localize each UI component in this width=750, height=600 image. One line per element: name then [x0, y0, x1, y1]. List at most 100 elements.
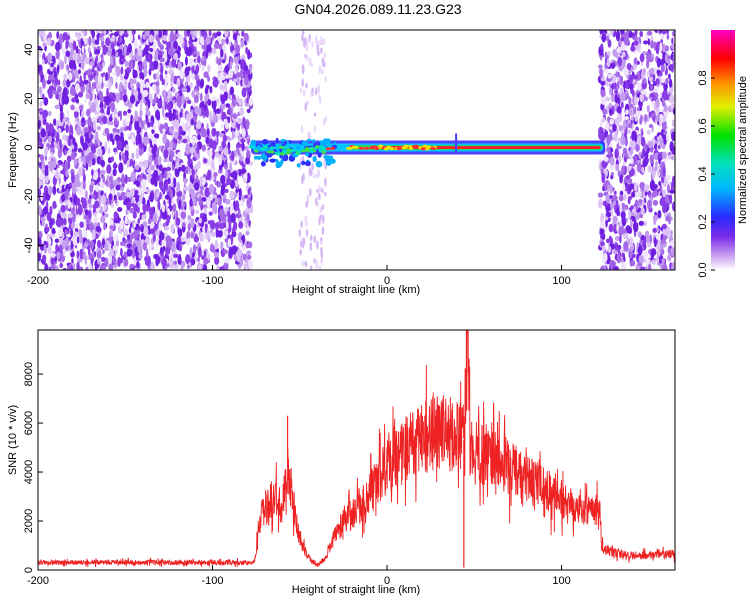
- heatmap-cell: [81, 110, 84, 120]
- heatmap-cell: [169, 150, 173, 162]
- y-tick-label: 40: [23, 43, 35, 55]
- heatmap-cell: [658, 117, 662, 128]
- heatmap-cell: [42, 254, 47, 262]
- heatmap-cell: [157, 99, 162, 109]
- heatmap-cell: [214, 256, 220, 265]
- heatmap-cell: [202, 176, 206, 186]
- heatmap-cell: [84, 255, 88, 266]
- heatmap-cell: [66, 78, 71, 88]
- heatmap-cell: [65, 124, 69, 133]
- heatmap-cell: [75, 222, 79, 229]
- heatmap-cell: [201, 144, 206, 152]
- heatmap-cell: [220, 188, 225, 196]
- heatmap-cell: [599, 68, 603, 79]
- heatmap-cell: [244, 194, 248, 199]
- heatmap-cell: [213, 251, 219, 258]
- heatmap-cell: [214, 222, 220, 229]
- signal-band-spread: [254, 149, 259, 153]
- heatmap-cell: [106, 105, 111, 116]
- heatmap-cell: [181, 164, 186, 172]
- heatmap-cell: [655, 233, 661, 240]
- heatmap-cell: [205, 136, 210, 144]
- heatmap-cell: [659, 30, 663, 34]
- heatmap-cell: [102, 115, 108, 125]
- heatmap-cell: [301, 175, 304, 185]
- heatmap-cell: [619, 234, 622, 244]
- heatmap-cell: [156, 120, 161, 126]
- heatmap-cell: [305, 229, 309, 238]
- heatmap-cell: [87, 116, 92, 127]
- heatmap-cell: [173, 177, 177, 189]
- heatmap-cell: [197, 246, 202, 258]
- heatmap-cell: [299, 248, 303, 256]
- heatmap-cell: [235, 63, 238, 74]
- heatmap-cell: [310, 62, 314, 67]
- heatmap-cell: [621, 42, 626, 51]
- heatmap-cell: [245, 119, 250, 130]
- heatmap-cell: [657, 210, 662, 218]
- heatmap-cell: [211, 96, 217, 102]
- heatmap-cell: [115, 92, 120, 104]
- heatmap-cell: [85, 209, 89, 217]
- heatmap-cell: [311, 163, 314, 171]
- heatmap-cell: [635, 110, 641, 117]
- heatmap-cell: [64, 161, 68, 172]
- heatmap-cell: [76, 250, 80, 259]
- heatmap-cell: [319, 206, 323, 213]
- heatmap-cell: [106, 164, 112, 174]
- heatmap-cell: [164, 70, 168, 75]
- heatmap-cell: [153, 133, 160, 139]
- heatmap-cell: [161, 204, 166, 213]
- heatmap-cell: [142, 221, 148, 228]
- heatmap-cell: [187, 237, 190, 246]
- heatmap-cell: [648, 141, 653, 149]
- heatmap-cell: [617, 96, 621, 105]
- heatmap-cell: [165, 220, 169, 227]
- heatmap-cell: [649, 154, 654, 164]
- heatmap-cell: [671, 201, 675, 212]
- heatmap-cell: [47, 88, 52, 95]
- heatmap-cell: [232, 130, 235, 140]
- heatmap-cell: [137, 47, 143, 58]
- heatmap-cell: [235, 44, 240, 55]
- heatmap-cell: [59, 60, 65, 70]
- heatmap-cell: [237, 207, 241, 218]
- heatmap-cell: [241, 30, 245, 37]
- heatmap-cell: [181, 222, 186, 228]
- heatmap-cell: [172, 110, 176, 121]
- heatmap-cell: [62, 134, 67, 141]
- heatmap-cell: [634, 30, 638, 37]
- heatmap-cell: [44, 146, 49, 156]
- heatmap-cell: [188, 57, 194, 67]
- heatmap-cell: [201, 250, 205, 256]
- heatmap-cell: [204, 110, 207, 117]
- heatmap-cell: [161, 50, 165, 55]
- signal-band-spread: [266, 152, 273, 158]
- heatmap-cell: [662, 227, 667, 236]
- heatmap-cell: [74, 109, 79, 119]
- heatmap-cell: [638, 198, 643, 204]
- heatmap-cell: [164, 100, 167, 111]
- heatmap-cell: [77, 32, 81, 41]
- heatmap-cell: [118, 110, 121, 117]
- heatmap-cell: [655, 78, 660, 85]
- heatmap-cell: [602, 186, 605, 192]
- signal-band-peak: [374, 147, 380, 151]
- heatmap-cell: [211, 98, 217, 110]
- heatmap-cell: [640, 128, 644, 133]
- heatmap-cell: [651, 259, 656, 265]
- heatmap-cell: [130, 135, 136, 144]
- heatmap-cell: [175, 210, 179, 220]
- heatmap-cell: [653, 236, 657, 248]
- heatmap-cell: [85, 154, 91, 164]
- heatmap-cell: [194, 74, 200, 81]
- heatmap-cell: [116, 48, 123, 57]
- heatmap-cell: [320, 47, 323, 54]
- heatmap-cell: [70, 229, 74, 238]
- heatmap-cell: [216, 58, 222, 66]
- heatmap-cell: [204, 206, 207, 214]
- signal-band-spread: [282, 158, 288, 162]
- heatmap-cell: [45, 223, 48, 228]
- heatmap-cell: [177, 107, 181, 115]
- heatmap-cell: [321, 68, 324, 75]
